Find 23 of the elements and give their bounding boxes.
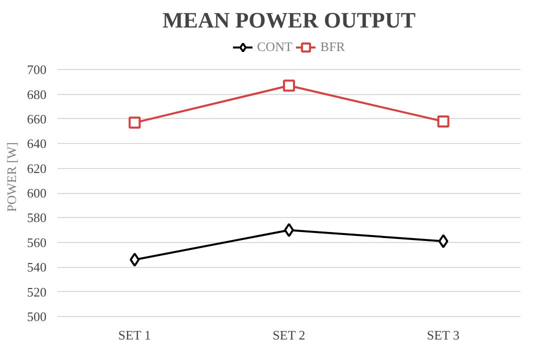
y-axis-title: POWER [W] xyxy=(4,142,19,212)
legend-label: BFR xyxy=(320,39,345,55)
y-tick-label: 700 xyxy=(27,62,46,78)
x-tick-label: SET 1 xyxy=(118,328,151,342)
x-tick-label: SET 3 xyxy=(426,328,460,342)
chart-title: MEAN POWER OUTPUT xyxy=(162,8,416,32)
legend-label: CONT xyxy=(257,39,292,55)
y-tick-label: 540 xyxy=(27,260,46,275)
y-tick-label: 560 xyxy=(27,234,46,250)
y-tick-label: 520 xyxy=(27,284,46,300)
y-tick-label: 640 xyxy=(27,136,46,152)
y-tick-label: 680 xyxy=(27,86,46,102)
y-tick-label: 600 xyxy=(27,186,46,201)
point xyxy=(128,116,141,129)
y-tick-label: 580 xyxy=(27,210,46,226)
x-tick-label: SET 2 xyxy=(272,328,306,342)
point xyxy=(130,252,140,267)
y-tick-label: 660 xyxy=(27,111,46,126)
point xyxy=(437,115,450,128)
point xyxy=(283,80,295,92)
y-tick-label: 500 xyxy=(27,309,46,324)
point xyxy=(438,234,448,248)
y-tick-label: 620 xyxy=(27,160,46,176)
